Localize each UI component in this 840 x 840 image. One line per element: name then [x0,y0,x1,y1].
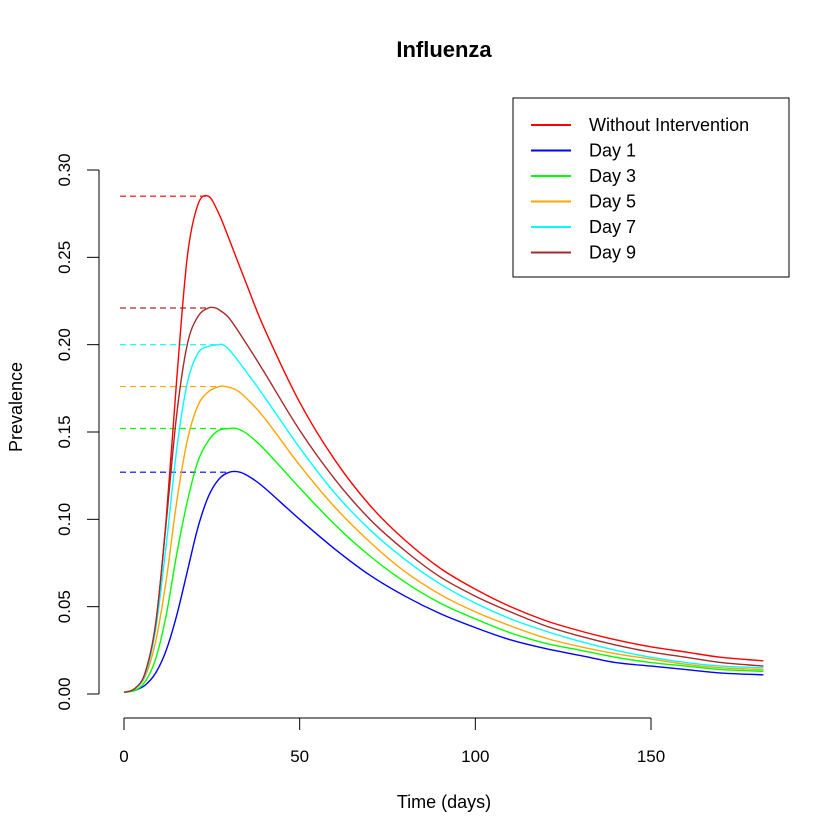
legend-entry: Without Intervention [589,115,749,135]
y-tick-label: 0.20 [55,328,74,361]
legend-entry: Day 5 [589,192,636,212]
legend-entry: Day 3 [589,166,636,186]
x-tick-label: 50 [290,747,309,766]
x-tick-label: 150 [637,747,665,766]
plot-area [120,194,764,693]
legend-entry: Day 1 [589,141,636,161]
y-tick-label: 0.30 [55,153,74,186]
x-tick-label: 100 [461,747,489,766]
x-axis-label: Time (days) [397,792,491,812]
x-tick-label: 0 [119,747,128,766]
y-axis-label: Prevalence [6,362,26,452]
y-tick-label: 0.15 [55,415,74,448]
series-line [123,385,764,693]
y-tick-label: 0.25 [55,241,74,274]
series-line [123,343,764,693]
legend-entry: Day 7 [589,217,636,237]
series-line [123,306,764,693]
y-axis: 0.00 0.05 0.10 0.15 0.20 0.25 0.30 [55,153,100,711]
series-line [123,470,764,693]
y-tick-label: 0.10 [55,503,74,536]
chart-title: Influenza [396,37,492,62]
x-axis: 0 50 100 150 [119,717,665,766]
series-line [123,427,764,693]
legend-entry: Day 9 [589,243,636,263]
legend: Without Intervention Day 1 Day 3 Day 5 Day 7… [512,97,790,278]
y-tick-label: 0.00 [55,677,74,710]
legend-box [512,97,790,278]
y-tick-label: 0.05 [55,590,74,623]
